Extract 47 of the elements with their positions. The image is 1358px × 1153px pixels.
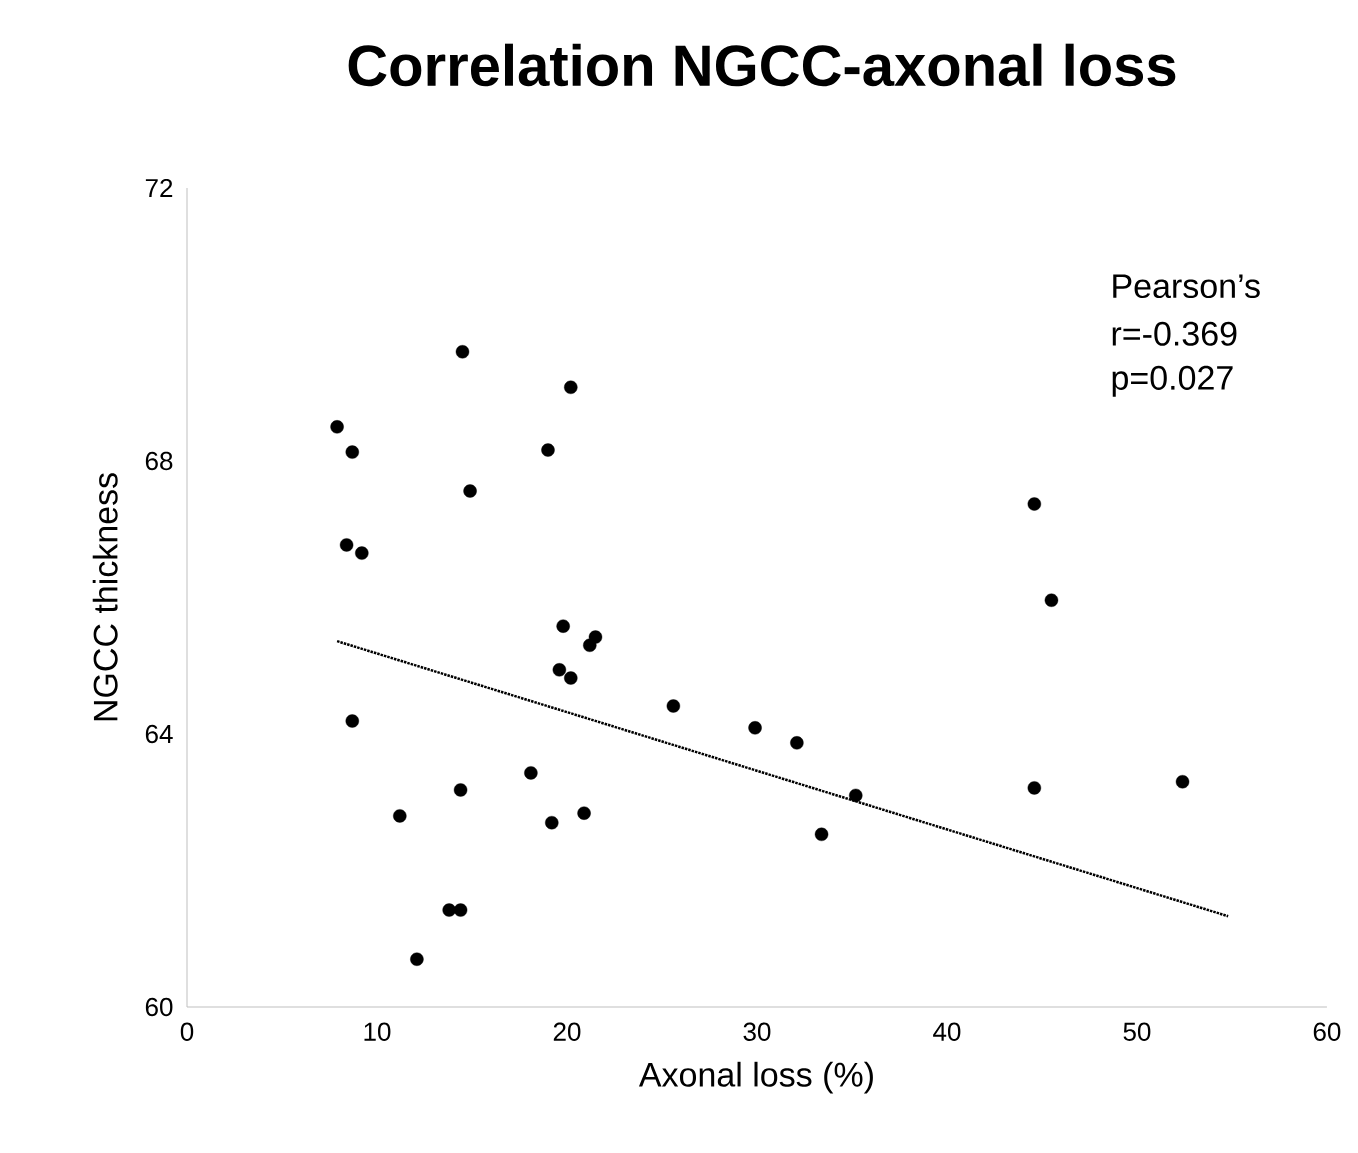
point (849, 788, 863, 803)
point (541, 443, 555, 457)
x-tick-label: 20 (553, 1022, 581, 1041)
point (355, 546, 369, 560)
point (666, 699, 681, 713)
point (339, 538, 354, 552)
x-tick-label: 50 (1123, 1022, 1151, 1041)
point (577, 806, 591, 820)
x-axis-title: Axonal loss (%) (638, 1061, 873, 1094)
point (345, 714, 359, 728)
point (345, 445, 359, 459)
point (1027, 781, 1042, 795)
point (814, 827, 829, 842)
y-tick-label: 72 (145, 178, 173, 198)
point (453, 903, 468, 917)
point (545, 816, 559, 830)
point (455, 345, 470, 359)
y-axis-title: NGCC thickness (92, 473, 118, 721)
annotation: p=0.027 (1112, 365, 1233, 397)
point (556, 619, 570, 633)
x-tick-label: 40 (933, 1022, 961, 1041)
x-tick-label: 60 (1313, 1022, 1341, 1041)
y-tick-label: 64 (145, 724, 173, 744)
annotation: r=-0.369 (1112, 321, 1237, 346)
point (1175, 775, 1190, 789)
chart-title: Correlation NGCC-axonal loss (348, 43, 1176, 87)
point (1027, 497, 1042, 511)
point (790, 736, 804, 750)
point (453, 783, 468, 797)
y-tick-label: 68 (145, 451, 173, 471)
point (463, 484, 477, 498)
x-tick-label: 30 (743, 1022, 771, 1041)
point (1044, 593, 1059, 607)
x-tick-label: 0 (180, 1022, 194, 1041)
point (552, 663, 567, 677)
point (524, 766, 538, 780)
y-tick-label: 60 (145, 997, 173, 1017)
x-tick-label: 10 (364, 1022, 391, 1041)
point (393, 809, 407, 823)
point (564, 380, 578, 394)
point (410, 952, 424, 966)
point (442, 903, 456, 917)
point (588, 630, 603, 644)
point (564, 671, 578, 685)
point (330, 420, 344, 434)
point (748, 721, 762, 735)
annotation: Pearson’s (1113, 274, 1260, 299)
